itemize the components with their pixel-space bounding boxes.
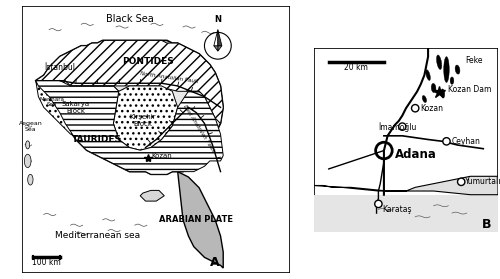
Polygon shape	[314, 195, 498, 232]
Text: Adana: Adana	[395, 148, 437, 161]
Polygon shape	[36, 40, 223, 123]
Polygon shape	[214, 46, 218, 51]
Ellipse shape	[444, 57, 449, 83]
Ellipse shape	[426, 70, 430, 80]
Text: East Anatolian Fault: East Anatolian Fault	[182, 104, 216, 153]
Ellipse shape	[422, 95, 426, 103]
Text: TAURIDES: TAURIDES	[72, 135, 122, 144]
Ellipse shape	[24, 154, 31, 168]
Ellipse shape	[450, 77, 454, 84]
Text: N: N	[214, 15, 222, 24]
Ellipse shape	[432, 83, 436, 93]
Text: Kirşehir
Block: Kirşehir Block	[130, 114, 156, 127]
Circle shape	[443, 138, 450, 145]
Text: Aegean
Sea: Aegean Sea	[18, 121, 42, 131]
Text: Ceyhan: Ceyhan	[452, 137, 481, 146]
Text: PONTIDES: PONTIDES	[122, 57, 174, 66]
Text: Karataş: Karataş	[382, 205, 412, 214]
Text: Marmara
Sea: Marmara Sea	[40, 97, 64, 107]
Circle shape	[458, 178, 465, 186]
Text: Feke: Feke	[465, 56, 482, 65]
Text: Kozan: Kozan	[151, 153, 172, 158]
Ellipse shape	[26, 141, 30, 149]
Text: Yumurtalık: Yumurtalık	[465, 177, 500, 186]
Text: B: B	[482, 218, 492, 231]
Text: 100 km: 100 km	[32, 258, 61, 267]
Text: ARABIAN PLATE: ARABIAN PLATE	[160, 215, 234, 224]
Text: İmamoğlu: İmamoğlu	[378, 122, 417, 132]
Text: A: A	[210, 256, 220, 269]
Ellipse shape	[441, 89, 444, 98]
Circle shape	[374, 200, 382, 208]
Circle shape	[412, 105, 419, 112]
Text: Sakarya
Block: Sakarya Block	[62, 101, 90, 114]
Text: İstanbul: İstanbul	[44, 63, 76, 72]
Polygon shape	[314, 176, 498, 195]
Polygon shape	[218, 46, 222, 51]
Polygon shape	[114, 86, 178, 150]
Ellipse shape	[28, 174, 33, 185]
Text: North Anatolian Fault: North Anatolian Fault	[140, 71, 199, 85]
Polygon shape	[178, 172, 223, 268]
Ellipse shape	[455, 65, 460, 74]
Polygon shape	[218, 30, 222, 46]
Text: Black Sea: Black Sea	[106, 14, 154, 24]
Text: 20 km: 20 km	[344, 63, 368, 72]
Polygon shape	[36, 81, 119, 140]
Text: Kozan: Kozan	[420, 104, 444, 113]
Polygon shape	[214, 30, 218, 46]
Polygon shape	[36, 81, 223, 174]
Ellipse shape	[436, 55, 442, 69]
Text: Mediterranean sea: Mediterranean sea	[55, 231, 140, 240]
Circle shape	[398, 123, 406, 130]
Text: Kozan Dam: Kozan Dam	[448, 85, 492, 94]
Polygon shape	[36, 40, 223, 174]
Polygon shape	[140, 190, 164, 201]
